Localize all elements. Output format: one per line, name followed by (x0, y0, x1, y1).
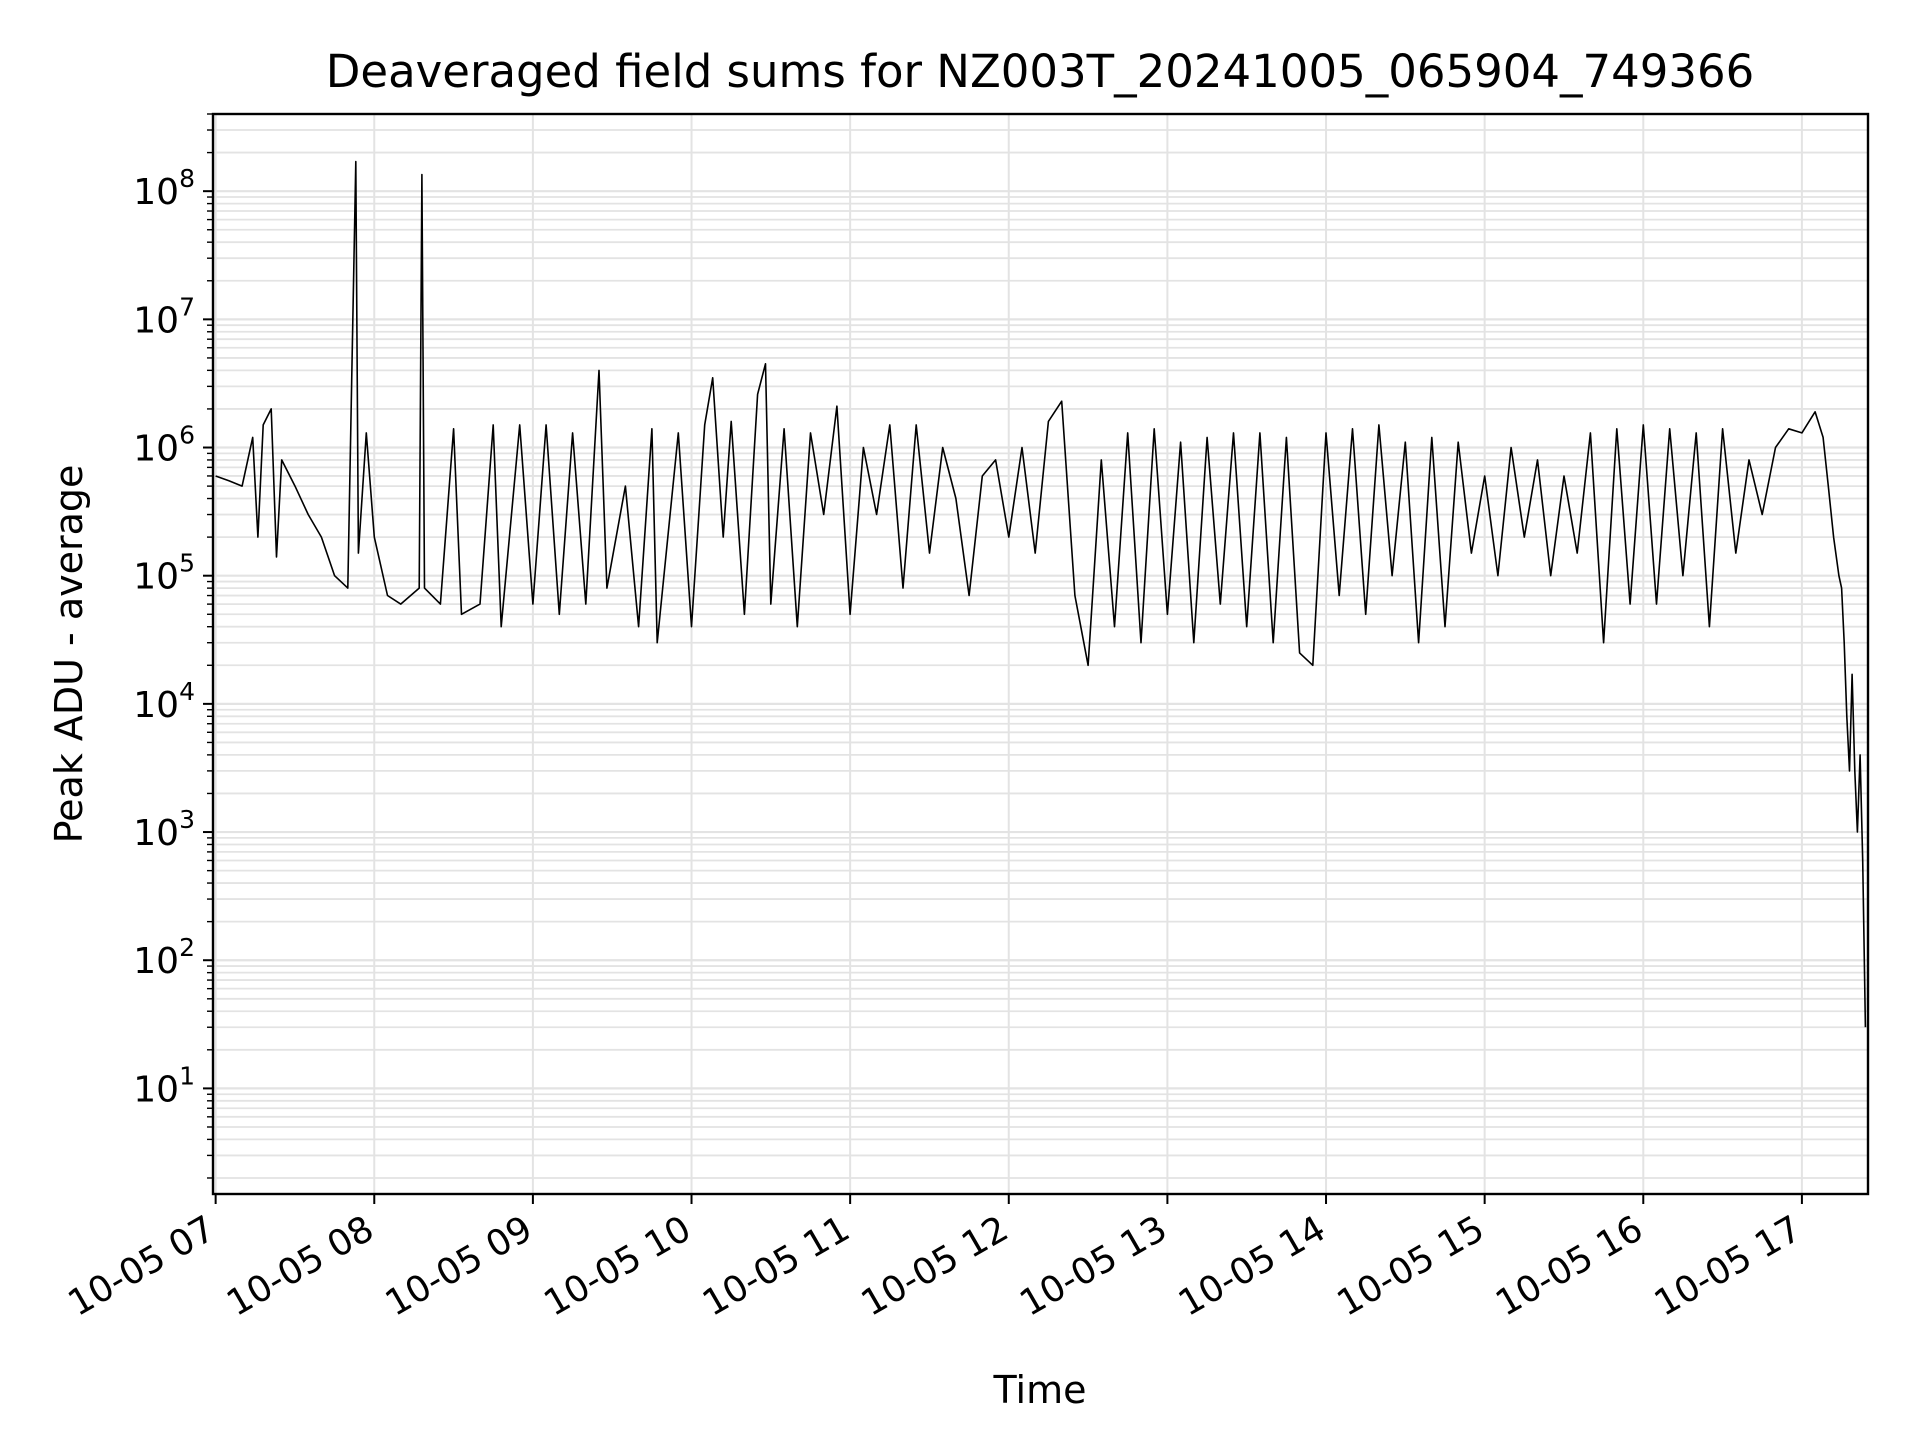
grid-lines (213, 113, 1868, 1194)
y-tick-label: 103 (133, 805, 195, 854)
y-tick-base: 10 (133, 813, 179, 854)
y-tick-exponent: 3 (179, 805, 195, 834)
y-tick-exponent: 6 (179, 421, 195, 450)
y-axis-label: Peak ADU - average (47, 465, 91, 844)
y-tick-base: 10 (133, 1069, 179, 1110)
y-tick-exponent: 4 (179, 677, 195, 706)
y-tick-exponent: 1 (179, 1061, 195, 1090)
x-axis-label: Time (993, 1368, 1087, 1412)
y-tick-exponent: 7 (179, 292, 195, 321)
y-tick-base: 10 (133, 300, 179, 341)
y-tick-label: 107 (133, 292, 195, 341)
y-tick-label: 102 (133, 933, 195, 982)
y-tick-base: 10 (133, 429, 179, 470)
y-tick-label: 108 (133, 164, 195, 213)
y-tick-label: 106 (133, 421, 195, 470)
chart-title: Deaveraged field sums for NZ003T_2024100… (326, 45, 1755, 98)
series-layer (215, 160, 1867, 1028)
y-tick-base: 10 (133, 557, 179, 598)
y-tick-label: 104 (133, 677, 195, 726)
plot-frame (211, 112, 1870, 1196)
y-tick-base: 10 (133, 941, 179, 982)
y-tick-base: 10 (133, 685, 179, 726)
series-line (215, 160, 1867, 1028)
y-tick-base: 10 (133, 172, 179, 213)
y-tick-label: 105 (133, 549, 195, 598)
y-tick-exponent: 2 (179, 933, 195, 962)
y-tick-label: 101 (133, 1061, 195, 1110)
y-tick-exponent: 8 (179, 164, 195, 193)
y-tick-exponent: 5 (179, 549, 195, 578)
